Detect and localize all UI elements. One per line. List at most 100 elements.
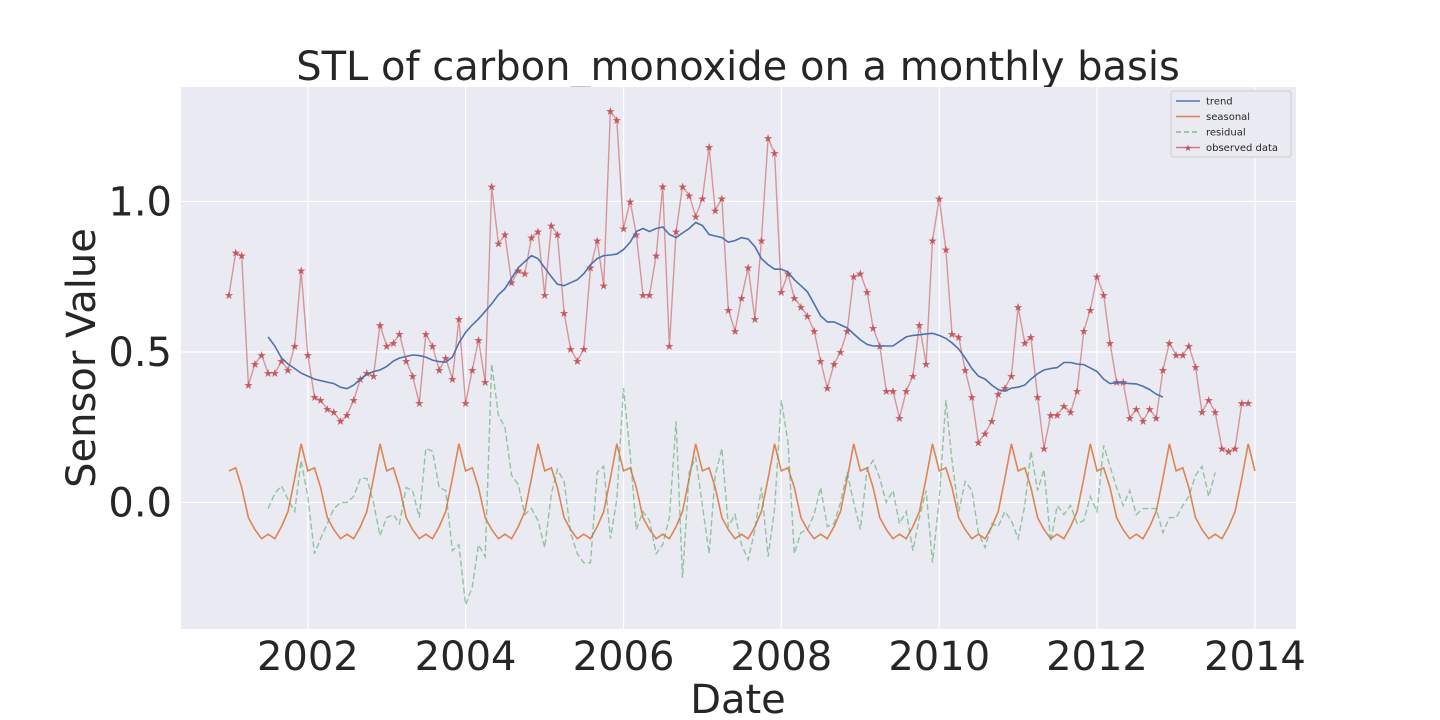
observed-point: ★	[704, 141, 714, 154]
observed-point: ★	[802, 310, 812, 323]
x-tick-2010: 2010	[888, 634, 990, 680]
legend-star-marker: ★	[1184, 144, 1192, 154]
observed-point: ★	[592, 235, 602, 248]
observed-point: ★	[855, 268, 865, 281]
observed-point: ★	[408, 370, 418, 383]
observed-point: ★	[579, 343, 589, 356]
y-axis-label: Sensor Value	[59, 228, 105, 488]
observed-point: ★	[684, 189, 694, 202]
observed-point: ★	[1013, 301, 1023, 314]
observed-point: ★	[901, 385, 911, 398]
x-tick-2002: 2002	[257, 634, 359, 680]
legend-label-trend: trend	[1206, 97, 1233, 108]
observed-point: ★	[1033, 391, 1043, 404]
observed-point: ★	[836, 346, 846, 359]
observed-point: ★	[862, 286, 872, 299]
trend-line	[267, 221, 1164, 398]
observed-point: ★	[822, 382, 832, 395]
observed-point: ★	[421, 328, 431, 341]
observed-point: ★	[849, 271, 859, 284]
legend: trend seasonal residual ★ observed data	[1170, 90, 1292, 158]
observed-point: ★	[316, 394, 326, 407]
observed-point: ★	[1184, 340, 1194, 353]
observed-point: ★	[809, 325, 819, 338]
observed-point: ★	[631, 229, 641, 242]
observed-point: ★	[243, 379, 253, 392]
observed-point: ★	[1171, 349, 1181, 362]
observed-point: ★	[487, 180, 497, 193]
observed-point: ★	[533, 226, 543, 239]
observed-point: ★	[612, 114, 622, 127]
grid-lines	[181, 87, 1296, 629]
observed-point: ★	[888, 385, 898, 398]
observed-point: ★	[382, 340, 392, 353]
observed-point: ★	[1092, 271, 1102, 284]
observed-point: ★	[546, 220, 556, 233]
observed-point: ★	[1059, 400, 1069, 413]
observed-point: ★	[941, 244, 951, 257]
observed-point: ★	[441, 352, 451, 365]
observed-point: ★	[1204, 394, 1214, 407]
observed-point: ★	[507, 277, 517, 290]
observed-point: ★	[329, 406, 339, 419]
observed-point: ★	[1099, 289, 1109, 302]
observed-point: ★	[369, 370, 379, 383]
x-axis-label: Date	[690, 677, 786, 720]
observed-point: ★	[559, 307, 569, 320]
observed-point: ★	[231, 247, 241, 260]
legend-label-seasonal: seasonal	[1206, 112, 1250, 123]
observed-point: ★	[513, 265, 523, 278]
observed-point: ★	[717, 192, 727, 205]
observed-point: ★	[770, 147, 780, 160]
observed-point: ★	[552, 229, 562, 242]
observed-point: ★	[723, 304, 733, 317]
series-residual	[267, 363, 1216, 606]
observed-point: ★	[1131, 403, 1141, 416]
observed-point: ★	[454, 313, 464, 326]
observed-point: ★	[638, 289, 648, 302]
observed-point: ★	[1145, 403, 1155, 416]
seasonal-line	[228, 443, 1256, 540]
residual-line	[267, 363, 1216, 606]
observed-point: ★	[566, 343, 576, 356]
y-tick-0.5: 0.5	[108, 330, 172, 376]
observed-point: ★	[678, 180, 688, 193]
x-tick-labels: 2002 2004 2006 2008 2010 2012 2014	[257, 634, 1306, 680]
observed-point: ★	[934, 192, 944, 205]
observed-point: ★	[277, 355, 287, 368]
observed-point: ★	[895, 412, 905, 425]
observed-point: ★	[480, 376, 490, 389]
observed-point: ★	[310, 391, 320, 404]
observed-point: ★	[599, 280, 609, 293]
observed-point: ★	[928, 235, 938, 248]
observed-point: ★	[1224, 445, 1234, 458]
observed-point: ★	[651, 250, 661, 263]
observed-point: ★	[763, 132, 773, 145]
observed-point: ★	[1026, 331, 1036, 344]
observed-point: ★	[691, 210, 701, 223]
legend-label-observed-data: observed data	[1206, 143, 1278, 154]
observed-point: ★	[401, 355, 411, 368]
observed-point: ★	[750, 313, 760, 326]
observed-point: ★	[954, 331, 964, 344]
series-seasonal	[228, 443, 1256, 540]
observed-point: ★	[362, 367, 372, 380]
observed-point: ★	[1237, 397, 1247, 410]
plot-area	[181, 87, 1296, 629]
observed-point: ★	[322, 403, 332, 416]
observed-point: ★	[697, 192, 707, 205]
observed-point: ★	[1079, 325, 1089, 338]
observed-point: ★	[842, 325, 852, 338]
series-observed: ★ ★ ★ ★ ★ ★ ★ ★ ★ ★ ★ ★ ★ ★ ★ ★ ★ ★ ★ ★ ★ ★ ★ ★ ★ ★ ★ ★ ★ ★ ★ ★ ★ ★ ★ ★ ★ ★ ★ ★…	[224, 105, 1253, 458]
observed-point: ★	[500, 229, 510, 242]
observed-point: ★	[474, 334, 484, 347]
observed-point: ★	[1000, 382, 1010, 395]
observed-point: ★	[493, 238, 503, 251]
y-tick-1.0: 1.0	[108, 179, 172, 225]
observed-point: ★	[224, 289, 234, 302]
observed-point: ★	[1243, 397, 1253, 410]
observed-point: ★	[414, 397, 424, 410]
observed-point: ★	[1164, 337, 1174, 350]
observed-point: ★	[980, 427, 990, 440]
observed-point: ★	[349, 394, 359, 407]
